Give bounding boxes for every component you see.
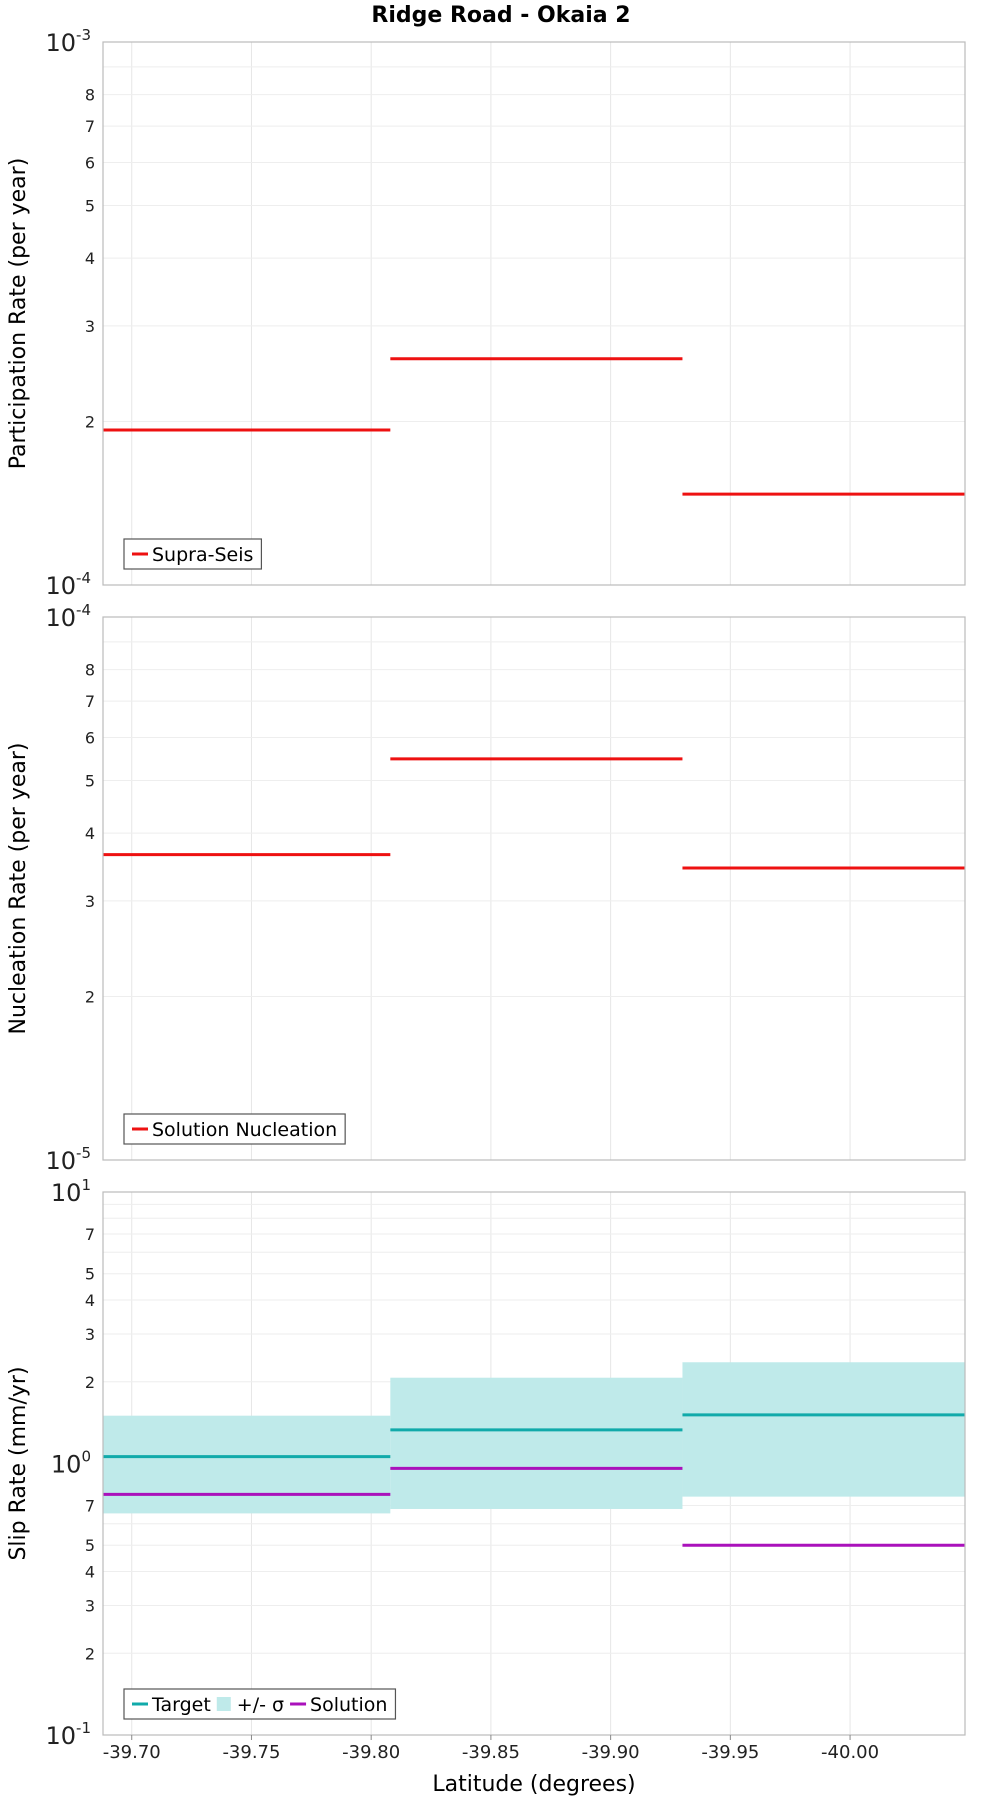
y-tick-label: 7: [85, 692, 95, 711]
plot-area: [103, 42, 965, 585]
legend-label: Supra-Seis: [152, 544, 253, 566]
legend: Solution Nucleation: [123, 1113, 346, 1145]
y-decade-label: 10-3: [45, 26, 91, 57]
plot-frame: [102, 616, 966, 1161]
y-tick-label: 2: [85, 1644, 95, 1663]
y-tick-label: 3: [85, 317, 95, 336]
y-tick-label: 5: [85, 196, 95, 215]
x-axis-label: Latitude (degrees): [432, 1772, 635, 1797]
x-tick-label: -40.00: [821, 1742, 879, 1763]
y-tick-label: 5: [85, 1536, 95, 1555]
x-tick-label: -39.90: [582, 1742, 640, 1763]
plot-area: [103, 617, 965, 1160]
y-tick-label: 4: [85, 249, 95, 268]
legend-frame: [123, 538, 263, 570]
panel-3: 2 3 4 5 7 2 3 4 5 7 10-1 100 101 Slip Rate (mm/yr) Tar…: [6, 1176, 966, 1750]
x-tick-label: -39.80: [342, 1742, 400, 1763]
legend-label: Target: [151, 1694, 211, 1716]
legend-label: Solution: [310, 1694, 387, 1716]
y-decade-label: 10-4: [45, 601, 91, 632]
y-decade-label: 10-1: [45, 1719, 91, 1750]
y-tick-label: 6: [85, 728, 95, 747]
legend-swatch: [216, 1697, 231, 1711]
y-decade-label: 10-5: [45, 1144, 91, 1175]
y-tick-label: 8: [85, 661, 95, 680]
y-decade-label: 100: [51, 1448, 91, 1479]
y-decade-label: 101: [51, 1176, 91, 1207]
y-tick-label: 2: [85, 1373, 95, 1392]
legend-label: Solution Nucleation: [152, 1119, 337, 1141]
chart-title: Ridge Road - Okaia 2: [371, 3, 630, 28]
band-segment: [390, 1377, 683, 1509]
y-tick-label: 2: [85, 988, 95, 1007]
legend-label: +/- σ: [237, 1694, 284, 1716]
legend: Target +/- σ Solution: [123, 1688, 397, 1720]
plot-frame: [102, 1191, 966, 1736]
y-tick-label: 6: [85, 153, 95, 172]
y-tick-label: 7: [85, 1497, 95, 1516]
x-tick-label: -39.95: [701, 1742, 759, 1763]
x-tick-label: -39.85: [462, 1742, 520, 1763]
y-axis-label: Participation Rate (per year): [6, 158, 31, 470]
panel-2: 2 3 4 5 6 7 8 10-5 10-4 Nucleation Rate (per year…: [6, 601, 966, 1175]
y-tick-label: 5: [85, 1265, 95, 1284]
legend: Supra-Seis: [123, 538, 263, 570]
legend-frame: [123, 1113, 346, 1145]
y-tick-label: 8: [85, 86, 95, 105]
y-tick-label: 2: [85, 413, 95, 432]
x-tick-label: -39.70: [103, 1742, 161, 1763]
y-tick-label: 4: [85, 1291, 95, 1310]
y-axis-label: Nucleation Rate (per year): [6, 743, 31, 1035]
y-tick-label: 7: [85, 117, 95, 136]
x-tick-label: -39.75: [222, 1742, 280, 1763]
y-tick-label: 5: [85, 771, 95, 790]
y-tick-label: 3: [85, 1596, 95, 1615]
band-segment: [103, 1415, 391, 1514]
band-segment: [682, 1362, 965, 1497]
y-tick-label: 4: [85, 824, 95, 843]
y-axis-label: Slip Rate (mm/yr): [6, 1366, 31, 1560]
legend-frame: [123, 1688, 397, 1720]
y-tick-label: 3: [85, 892, 95, 911]
y-tick-label: 3: [85, 1325, 95, 1344]
plot-frame: [102, 41, 966, 586]
panel-1: 2 3 4 5 6 7 8 10-4 10-3 Participation Rate (per y…: [6, 26, 966, 600]
y-decade-label: 10-4: [45, 569, 91, 600]
y-tick-label: 4: [85, 1563, 95, 1582]
y-tick-label: 7: [85, 1225, 95, 1244]
